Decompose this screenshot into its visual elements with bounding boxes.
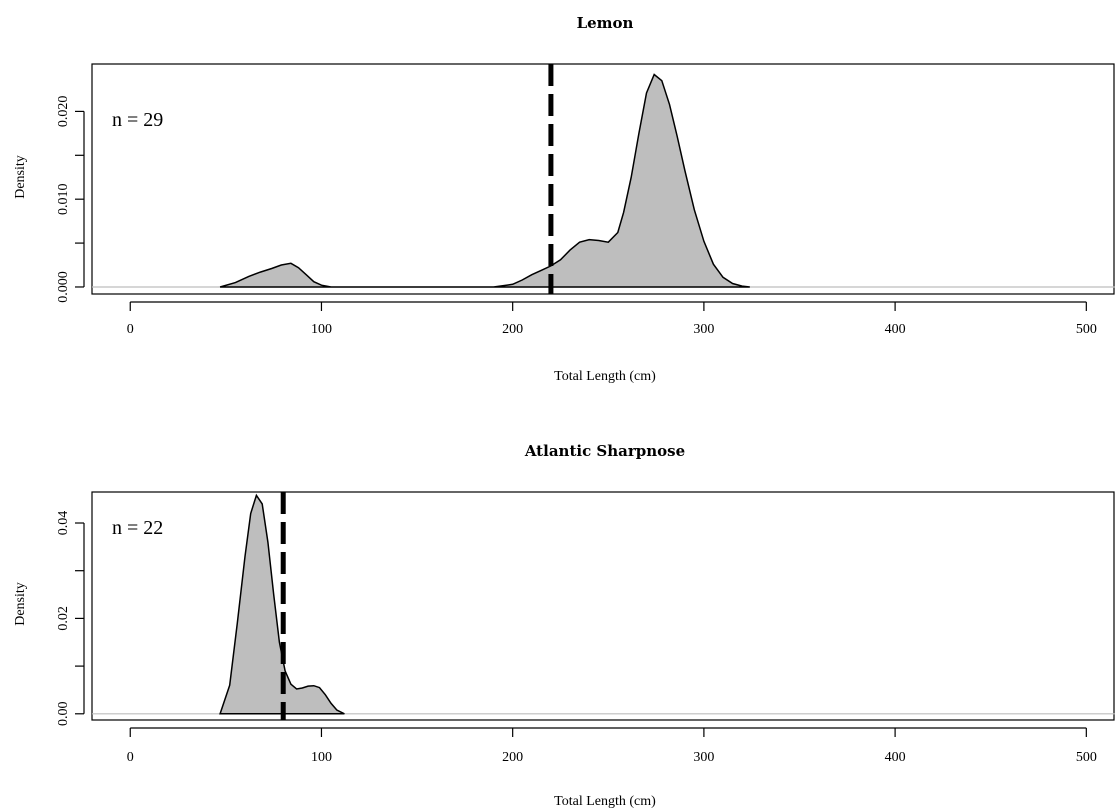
y-tick-label: 0.00 <box>56 702 71 727</box>
x-tick-label: 500 <box>1076 750 1097 765</box>
x-tick-label: 300 <box>693 322 714 337</box>
chart-title: Atlantic Sharpnose <box>524 442 685 460</box>
x-tick-label: 200 <box>502 750 523 765</box>
y-tick-label: 0.000 <box>56 271 71 303</box>
y-tick-label: 0.02 <box>56 606 71 631</box>
sample-size-annotation: n = 29 <box>112 109 163 131</box>
panel-atlantic-sharpnose: Atlantic Sharpnose n = 22 Total Length (… <box>13 442 1115 809</box>
y-axis-label: Density <box>13 582 28 626</box>
x-tick-label: 400 <box>885 750 906 765</box>
y-axis-label: Density <box>13 155 28 199</box>
x-tick-label: 200 <box>502 322 523 337</box>
x-tick-label: 100 <box>311 322 332 337</box>
panel-lemon: Lemon n = 29 Total Length (cm) Density 0… <box>13 14 1115 384</box>
x-tick-label: 100 <box>311 750 332 765</box>
x-tick-label: 400 <box>885 322 906 337</box>
chart-title: Lemon <box>577 14 634 32</box>
x-tick-label: 500 <box>1076 322 1097 337</box>
x-tick-label: 300 <box>693 750 714 765</box>
sample-size-annotation: n = 22 <box>112 517 163 539</box>
x-axis-label: Total Length (cm) <box>554 369 656 384</box>
density-area <box>219 73 750 288</box>
x-tick-label: 0 <box>127 750 134 765</box>
plot-frame <box>91 491 1115 721</box>
y-tick-label: 0.020 <box>56 96 71 128</box>
y-tick-label: 0.010 <box>56 183 71 215</box>
x-axis-label: Total Length (cm) <box>554 794 656 809</box>
density-area <box>219 493 345 715</box>
x-tick-label: 0 <box>127 322 134 337</box>
y-tick-label: 0.04 <box>56 511 71 536</box>
plot-frame <box>91 63 1115 295</box>
